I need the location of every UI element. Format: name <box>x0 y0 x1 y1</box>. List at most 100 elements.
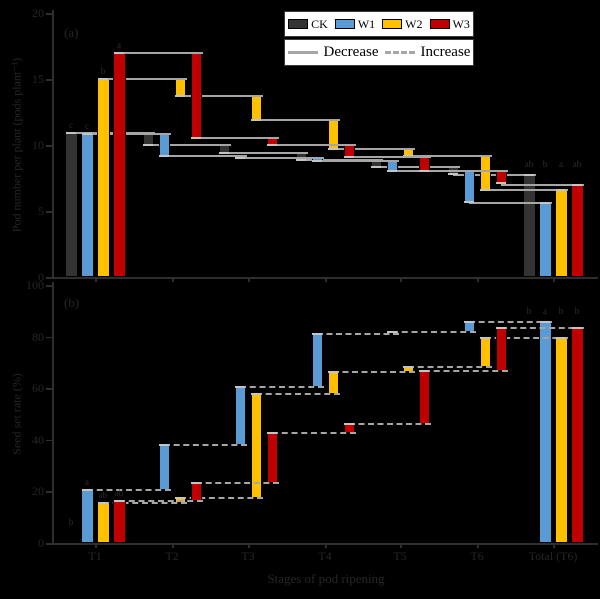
y-tick-label: 0 <box>38 536 44 550</box>
sig-letter-CK-t1: c <box>69 120 73 131</box>
x-axis-title: Stages of pod ripening <box>267 571 385 586</box>
error-cap <box>82 489 92 492</box>
y-tick-mark <box>46 336 52 339</box>
bar-W2-T3 <box>250 96 262 120</box>
connector-CK <box>376 166 460 169</box>
error-cap <box>267 432 277 435</box>
legend: CK W1 W2 W3 Decrease Increase <box>284 11 474 68</box>
legend-label-ck: CK <box>311 16 328 31</box>
x-tick-mark <box>248 278 250 282</box>
panel-a-tag: (a) <box>64 25 79 40</box>
error-cap <box>312 333 322 336</box>
connector-W2 <box>103 502 187 504</box>
decrease-label: Decrease <box>323 44 379 60</box>
y-tick-label: 5 <box>38 204 44 218</box>
legend-series-box: CK W1 W2 W3 <box>284 11 474 37</box>
legend-label-w2: W2 <box>405 16 423 31</box>
x-tick-mark <box>553 544 555 548</box>
connector-W1 <box>240 385 324 388</box>
x-tick-mark <box>172 278 174 282</box>
connector-CK <box>453 174 536 177</box>
x-tick-label: T4 <box>318 549 332 563</box>
bar-W1-T4 <box>311 334 323 387</box>
sig-letter-W3-t1: a <box>117 39 121 50</box>
error-cap <box>175 95 185 98</box>
bar-W3-T2 <box>190 52 202 139</box>
bar-W2-T2 <box>174 79 186 97</box>
error-cap <box>480 188 490 191</box>
error-cap <box>191 137 201 140</box>
error-cap <box>464 200 474 203</box>
sig-letter-W3-total: ab <box>572 159 582 170</box>
y-tick-mark <box>46 211 52 213</box>
increase-label: Increase <box>420 44 471 60</box>
sig-letter-W1-t1: c <box>85 121 89 132</box>
sig-letter-CK-t1: b <box>68 517 74 527</box>
error-cap <box>219 151 229 154</box>
y-tick-mark <box>46 543 52 545</box>
bar-W1-T2 <box>158 134 170 156</box>
x-tick-mark <box>553 278 555 282</box>
bar-W1-Total (T6) <box>538 321 552 543</box>
connector-W1 <box>240 157 324 160</box>
connector-W3 <box>272 144 356 146</box>
error-cap <box>175 496 185 499</box>
y-tick-label: 100 <box>26 278 44 292</box>
x-tick-mark <box>477 544 479 548</box>
x-tick-mark <box>400 544 402 548</box>
error-cap <box>524 174 534 177</box>
panel-(b)-x-axis <box>52 543 598 545</box>
bar-W2-T1 <box>96 79 110 277</box>
panel-(a)-y-axis <box>52 10 54 277</box>
error-cap <box>328 147 338 150</box>
connector-CK <box>148 144 231 146</box>
y-tick-label: 15 <box>32 72 44 86</box>
error-cap <box>572 327 582 330</box>
y-tick-label: 10 <box>32 138 44 152</box>
bar-W3-T1 <box>112 500 126 543</box>
bar-W2-T6 <box>479 155 491 190</box>
bar-W1-T6 <box>463 171 475 202</box>
y-tick-label: 0 <box>38 270 44 284</box>
error-cap <box>556 188 566 191</box>
connector-W2 <box>485 188 568 191</box>
ck-swatch-icon <box>288 19 309 29</box>
error-cap <box>344 155 354 158</box>
sig-letter-W3-total: b <box>574 305 580 316</box>
sig-letter-W2-total: a <box>559 159 563 170</box>
error-cap <box>387 331 397 334</box>
error-cap <box>235 157 245 160</box>
sig-letter-CK-total: ab <box>524 159 534 170</box>
connector-W3 <box>424 170 508 173</box>
sig-letter-W1-t1: a <box>85 477 89 488</box>
bar-W3-T5 <box>418 156 430 172</box>
y-tick-mark <box>46 79 52 81</box>
y-tick-label: 40 <box>32 432 44 447</box>
legend-item-w2: W2 <box>382 16 423 32</box>
connector-W3 <box>119 51 203 54</box>
increase-line-icon <box>384 51 415 54</box>
bar-CK-T1 <box>64 133 78 277</box>
error-cap <box>267 144 277 146</box>
x-tick-mark <box>95 278 97 282</box>
bar-W2-T1 <box>96 503 110 543</box>
y-tick-label: 60 <box>32 381 44 396</box>
connector-W2 <box>333 147 415 150</box>
sig-letter-W2-t1: b <box>100 66 106 76</box>
connector-W2 <box>408 154 492 157</box>
panel-b-tag: (b) <box>64 295 80 310</box>
y-tick-label: 20 <box>32 484 44 499</box>
bar-W3-T3 <box>266 433 278 483</box>
error-cap <box>419 170 429 173</box>
y-tick-mark <box>46 277 52 279</box>
error-cap <box>556 336 566 339</box>
panel-(a)-x-axis <box>52 277 598 279</box>
error-cap <box>328 370 338 373</box>
connector-W3 <box>501 327 584 330</box>
error-cap <box>98 78 108 80</box>
w1-swatch-icon <box>334 19 355 29</box>
w2-swatch-icon <box>382 19 403 29</box>
y-tick-mark <box>46 285 52 287</box>
error-cap <box>114 499 124 502</box>
x-tick-mark <box>95 544 97 548</box>
